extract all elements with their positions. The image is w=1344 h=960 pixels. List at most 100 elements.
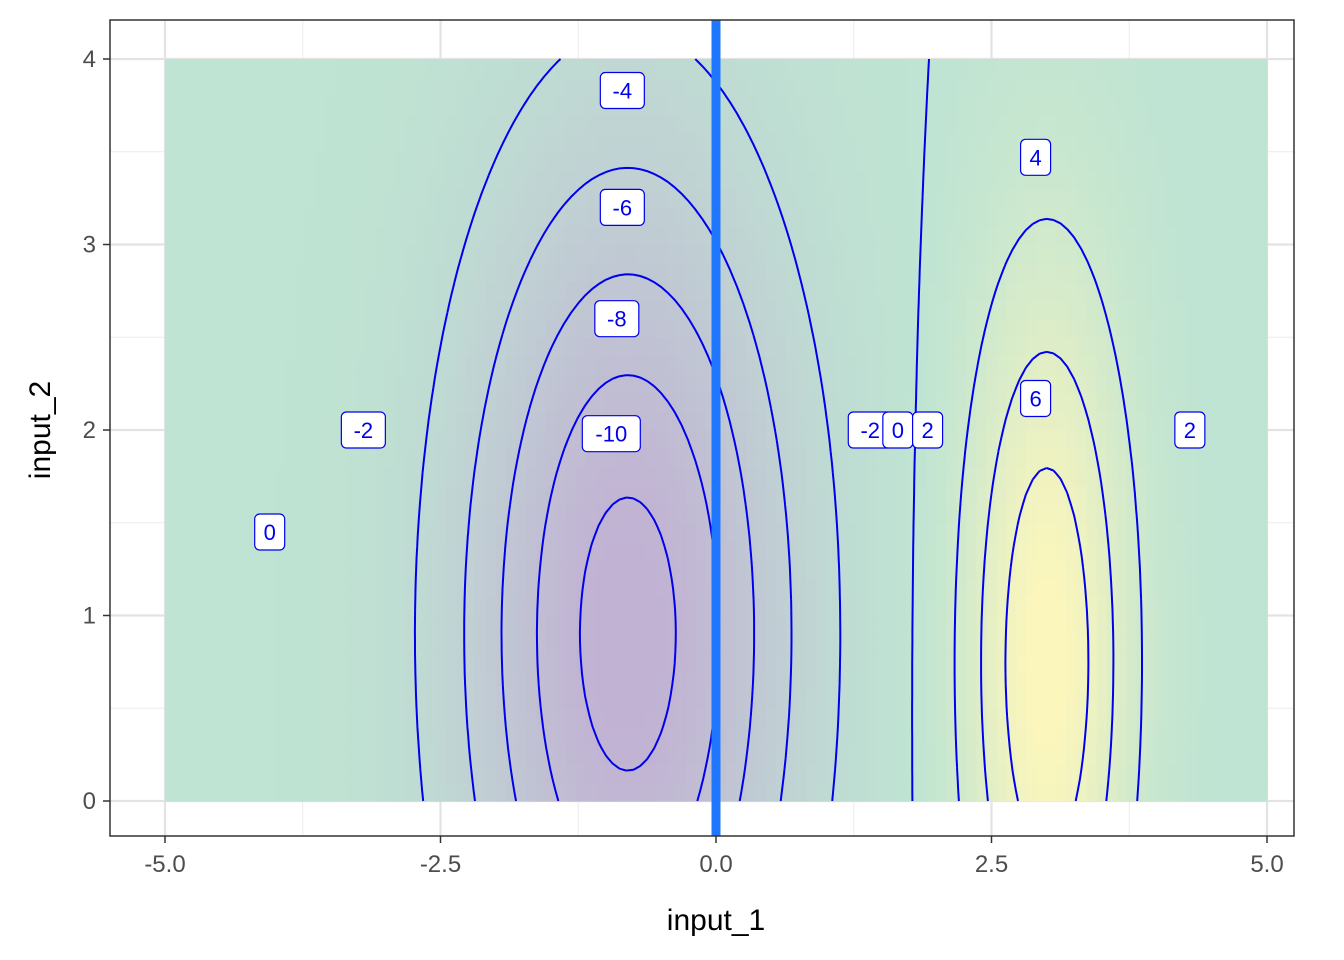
surface-cell xyxy=(726,430,737,450)
surface-cell xyxy=(856,337,867,357)
surface-cell xyxy=(405,188,417,208)
surface-cell xyxy=(1166,708,1178,728)
surface-cell xyxy=(1086,689,1098,709)
surface-cell xyxy=(716,318,727,338)
surface-cell xyxy=(826,596,837,617)
surface-cell xyxy=(806,170,817,190)
surface-cell xyxy=(1116,448,1128,468)
surface-cell xyxy=(736,504,747,524)
surface-cell xyxy=(926,522,937,542)
surface-cell xyxy=(695,300,707,320)
contour-label: -4 xyxy=(599,71,645,110)
surface-cell xyxy=(505,745,517,765)
surface-cell xyxy=(1226,318,1238,338)
surface-cell xyxy=(195,448,206,468)
surface-cell xyxy=(1186,708,1198,728)
surface-cell xyxy=(766,485,777,505)
surface-cell xyxy=(916,652,927,672)
surface-cell xyxy=(1146,430,1158,450)
surface-cell xyxy=(876,782,887,802)
surface-cell xyxy=(375,392,386,413)
surface-cell xyxy=(936,745,948,765)
surface-cell xyxy=(635,652,647,672)
surface-cell xyxy=(836,355,847,375)
surface-cell xyxy=(756,782,767,802)
surface-cell xyxy=(625,467,637,487)
surface-cell xyxy=(1256,578,1268,598)
surface-cell xyxy=(876,263,887,283)
contour-label: 4 xyxy=(1019,138,1052,176)
surface-cell xyxy=(1136,522,1148,542)
surface-cell xyxy=(235,541,246,561)
surface-cell xyxy=(796,207,807,227)
surface-cell xyxy=(205,114,216,134)
surface-cell xyxy=(575,281,587,301)
surface-cell xyxy=(986,337,998,357)
surface-cell xyxy=(1226,652,1238,672)
surface-cell xyxy=(826,151,837,171)
surface-cell xyxy=(916,96,927,116)
surface-cell xyxy=(816,559,827,579)
surface-cell xyxy=(435,634,447,654)
surface-cell xyxy=(896,485,907,505)
surface-cell xyxy=(966,59,978,79)
surface-cell xyxy=(525,522,537,542)
surface-cell xyxy=(946,411,958,431)
surface-cell xyxy=(1096,726,1108,746)
surface-cell xyxy=(395,337,407,357)
surface-cell xyxy=(335,578,346,598)
surface-cell xyxy=(615,467,627,487)
surface-cell xyxy=(295,96,306,116)
surface-cell xyxy=(1236,596,1248,617)
surface-cell xyxy=(325,763,336,784)
surface-cell xyxy=(315,541,326,561)
surface-cell xyxy=(1006,188,1018,208)
surface-cell xyxy=(886,615,897,635)
surface-cell xyxy=(645,96,657,116)
surface-cell xyxy=(505,59,517,79)
surface-cell xyxy=(756,522,767,542)
surface-cell xyxy=(1206,522,1218,542)
surface-cell xyxy=(816,244,827,264)
contour-label-box xyxy=(1019,138,1052,176)
surface-cell xyxy=(846,59,857,79)
surface-cell xyxy=(575,96,587,116)
surface-cell xyxy=(315,763,326,784)
surface-cell xyxy=(685,596,697,617)
surface-cell xyxy=(1016,300,1028,320)
surface-cell xyxy=(525,430,537,450)
surface-cell xyxy=(1156,448,1168,468)
surface-cell xyxy=(1146,170,1158,190)
surface-cell xyxy=(1076,448,1088,468)
surface-cell xyxy=(926,281,937,301)
surface-cell xyxy=(405,411,417,431)
surface-cell xyxy=(525,225,537,246)
surface-cell xyxy=(906,559,917,579)
surface-cell xyxy=(816,596,827,617)
surface-cell xyxy=(926,708,937,728)
surface-cell xyxy=(545,467,557,487)
contour-label-text: 2 xyxy=(1184,418,1196,443)
surface-cell xyxy=(1056,652,1068,672)
surface-cell xyxy=(1096,671,1108,691)
surface-cell xyxy=(946,392,958,413)
surface-cell xyxy=(866,448,877,468)
surface-cell xyxy=(215,522,226,542)
surface-cell xyxy=(776,281,787,301)
surface-cell xyxy=(575,448,587,468)
surface-cell xyxy=(1056,225,1068,246)
surface-cell xyxy=(555,133,567,153)
surface-cell xyxy=(1046,596,1058,617)
surface-cell xyxy=(345,634,356,654)
surface-cell xyxy=(936,634,948,654)
surface-cell xyxy=(886,596,897,617)
surface-cell xyxy=(705,244,717,264)
surface-cell xyxy=(235,96,246,116)
surface-cell xyxy=(675,522,687,542)
surface-cell xyxy=(705,151,717,171)
surface-cell xyxy=(896,522,907,542)
surface-cell xyxy=(786,77,797,97)
surface-cell xyxy=(896,448,907,468)
surface-cell xyxy=(1186,541,1198,561)
surface-cell xyxy=(375,708,386,728)
